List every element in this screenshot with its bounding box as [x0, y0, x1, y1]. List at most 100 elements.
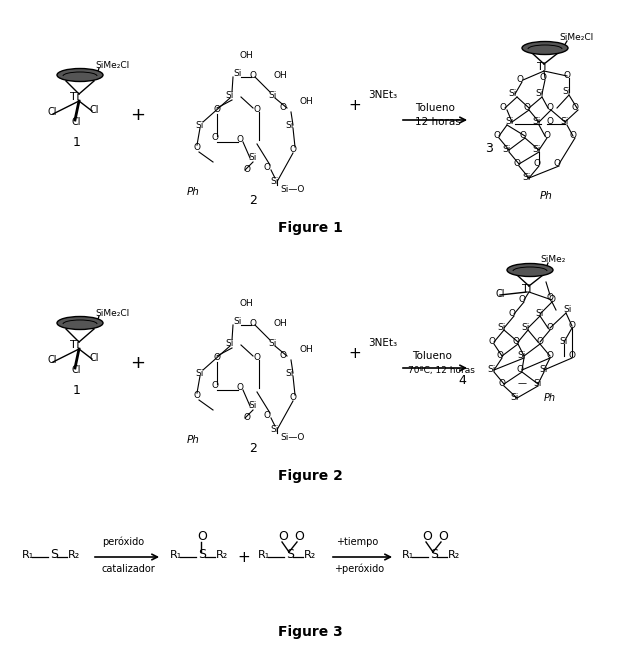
Text: O: O: [534, 159, 540, 168]
Text: Cl: Cl: [72, 365, 82, 375]
Text: Tolueno: Tolueno: [415, 103, 455, 113]
Text: O: O: [498, 380, 506, 389]
Text: Si: Si: [561, 117, 569, 126]
Text: S: S: [198, 548, 206, 562]
Text: Si: Si: [523, 174, 531, 183]
Text: +peróxido: +peróxido: [334, 564, 384, 574]
Text: Ph: Ph: [187, 187, 200, 197]
Text: O: O: [547, 117, 553, 126]
Text: Si: Si: [271, 426, 279, 435]
Text: O: O: [294, 531, 304, 544]
Text: O: O: [254, 354, 261, 362]
Text: O: O: [543, 132, 550, 141]
Text: OH: OH: [273, 319, 287, 327]
Text: Si: Si: [540, 365, 548, 375]
Text: OH: OH: [300, 97, 314, 106]
Text: Si: Si: [226, 338, 234, 347]
Text: Si—O: Si—O: [280, 434, 305, 443]
Text: O: O: [500, 104, 506, 113]
Text: Si: Si: [533, 146, 541, 154]
Text: O: O: [519, 132, 527, 141]
Text: O: O: [547, 351, 553, 360]
Text: O: O: [514, 159, 521, 168]
Text: 12 horas: 12 horas: [415, 117, 461, 127]
Text: O: O: [488, 338, 495, 347]
Text: 3NEt₃: 3NEt₃: [368, 90, 397, 100]
Text: Tolueno: Tolueno: [412, 351, 452, 361]
Text: R₂: R₂: [448, 550, 461, 560]
Text: Si: Si: [286, 369, 294, 378]
Text: +: +: [348, 345, 361, 360]
Text: Si: Si: [196, 369, 204, 378]
Text: R₁: R₁: [170, 550, 182, 560]
Text: Cl: Cl: [72, 117, 82, 127]
Text: Si: Si: [560, 338, 568, 347]
Text: O: O: [547, 294, 553, 303]
Text: Ti: Ti: [70, 340, 80, 350]
Text: Figure 3: Figure 3: [278, 625, 342, 639]
Text: Ph: Ph: [544, 393, 556, 403]
Text: O: O: [214, 354, 220, 362]
Text: O: O: [516, 365, 524, 375]
Text: +: +: [131, 354, 145, 372]
Text: R₁: R₁: [258, 550, 271, 560]
Text: OH: OH: [240, 51, 254, 60]
Text: O: O: [290, 393, 297, 402]
Text: O: O: [524, 104, 530, 113]
Ellipse shape: [57, 69, 103, 82]
Text: O: O: [264, 163, 271, 172]
Text: Si: Si: [249, 154, 257, 163]
Text: Figure 2: Figure 2: [277, 469, 342, 483]
Text: O: O: [540, 73, 547, 82]
Text: Cl: Cl: [495, 289, 504, 299]
Text: Si: Si: [506, 117, 514, 126]
Text: 2: 2: [249, 441, 257, 454]
Text: Si: Si: [226, 91, 234, 100]
Text: Si: Si: [522, 323, 530, 332]
Text: Si: Si: [518, 351, 526, 360]
Text: Si: Si: [536, 310, 544, 319]
Text: R₂: R₂: [216, 550, 228, 560]
Text: O: O: [496, 351, 503, 360]
Text: SiMe₂Cl: SiMe₂Cl: [95, 308, 129, 318]
Text: O: O: [249, 319, 256, 327]
Text: Cl: Cl: [90, 353, 100, 363]
Text: 3NEt₃: 3NEt₃: [368, 338, 397, 348]
Text: O: O: [236, 135, 243, 145]
Text: O: O: [422, 531, 432, 544]
Text: Si: Si: [503, 146, 511, 154]
Text: Si: Si: [269, 338, 277, 347]
Text: O: O: [493, 132, 501, 141]
Text: S: S: [50, 548, 58, 562]
Text: Si: Si: [498, 323, 506, 332]
Text: O: O: [194, 391, 201, 400]
Text: O: O: [290, 146, 297, 154]
Text: Ti: Ti: [522, 284, 532, 294]
Text: O: O: [547, 104, 553, 113]
Text: 1: 1: [73, 384, 81, 397]
Text: O: O: [249, 71, 256, 80]
Text: Si: Si: [249, 402, 257, 410]
Text: SiMe₂Cl: SiMe₂Cl: [559, 34, 593, 43]
Text: O: O: [212, 133, 219, 143]
Text: OH: OH: [240, 299, 254, 308]
Text: O: O: [278, 531, 288, 544]
Text: S: S: [430, 548, 438, 562]
Text: OH: OH: [300, 345, 314, 354]
Text: Ph: Ph: [187, 435, 200, 445]
Text: Si: Si: [269, 91, 277, 100]
Text: O: O: [264, 411, 271, 421]
Text: O: O: [553, 159, 560, 168]
Text: O: O: [236, 384, 243, 393]
Text: O: O: [568, 321, 576, 330]
Text: 2: 2: [249, 194, 257, 207]
Text: O: O: [508, 310, 516, 319]
Text: SiMe₂: SiMe₂: [540, 255, 565, 264]
Text: O: O: [197, 531, 207, 544]
Text: O: O: [280, 351, 287, 360]
Text: O: O: [243, 165, 251, 174]
Text: Si: Si: [536, 89, 544, 98]
Text: O: O: [519, 295, 526, 305]
Text: Si: Si: [286, 121, 294, 130]
Text: Si: Si: [234, 316, 242, 325]
